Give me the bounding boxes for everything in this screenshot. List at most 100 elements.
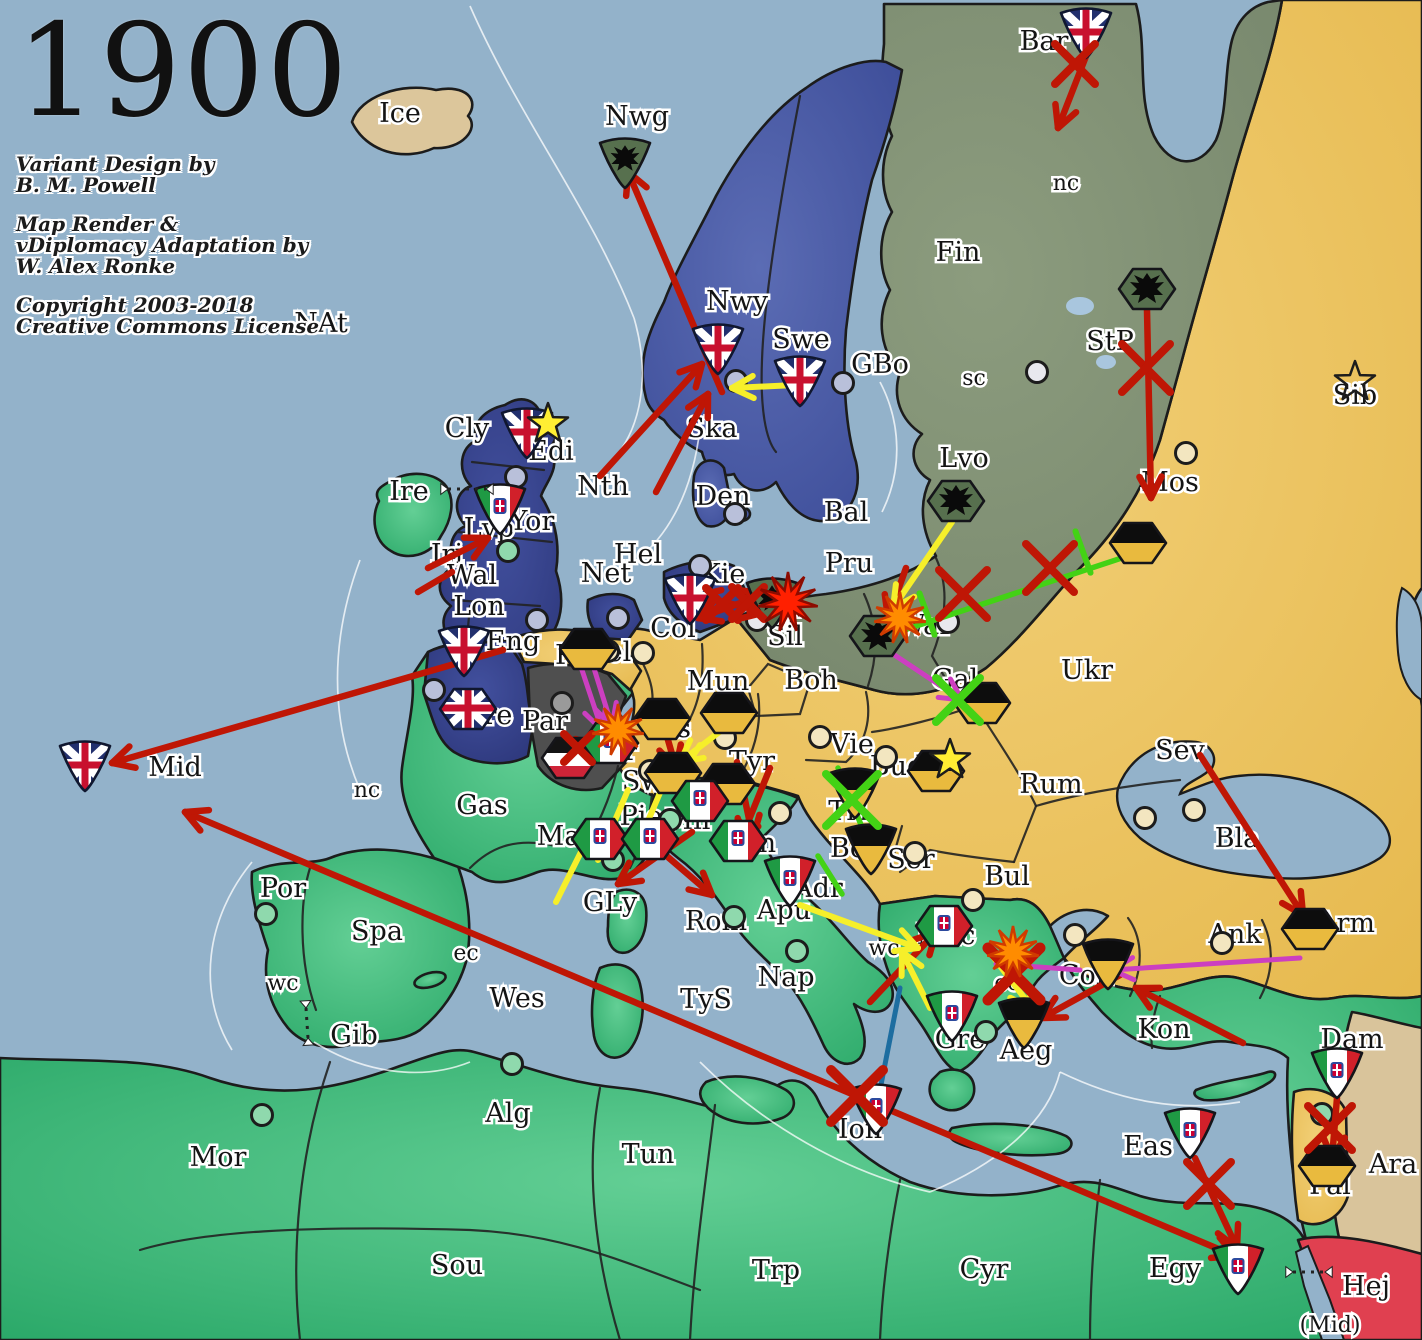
supply-center: [722, 905, 746, 929]
sea-black-sea: [1115, 740, 1392, 880]
credits-group: Copyright 2003-2018 Creative Commons Lice…: [16, 295, 350, 337]
order-arrow-blue: [875, 985, 903, 1103]
credit-line: Map Render &: [16, 212, 179, 236]
support-tick: [1072, 528, 1094, 576]
territory-label-Cyr: Cyr: [960, 1254, 1009, 1285]
supply-center: [1174, 441, 1198, 465]
failed-order-x: [932, 674, 984, 726]
territory-label-nc: nc: [1053, 171, 1080, 196]
unit-austria-army-Pic[interactable]: [558, 618, 618, 678]
failed-order-x: [1183, 1158, 1235, 1210]
territory-label-NAt: NAt: [294, 308, 348, 339]
unit-russia-army-StP[interactable]: [1117, 258, 1177, 318]
supply-center: [1210, 931, 1234, 955]
territory-label-Lvo: Lvo: [939, 443, 988, 474]
supply-center: [550, 691, 574, 715]
credit-line: Variant Design by: [16, 152, 215, 176]
land-corsica: [606, 888, 648, 955]
territory-label-Sib: Sib: [1333, 380, 1377, 411]
land-iceland: [350, 86, 474, 156]
land-north-africa: [0, 1048, 1342, 1340]
order-arrow-green: [815, 853, 845, 897]
explosion-burst: [873, 591, 927, 644]
land-peloponnese: [928, 1068, 976, 1112]
order-arrow-yellow: [898, 949, 933, 1011]
supply-center: [874, 745, 898, 769]
territory-label-GLy: GLy: [583, 887, 638, 918]
order-arrow-red: [652, 390, 712, 496]
land-iberia: [250, 848, 471, 1049]
territory-label-wc: wc: [267, 971, 298, 996]
land-cyprus: [1193, 1070, 1277, 1102]
failed-order-x: [560, 730, 596, 766]
failed-order-x: [1022, 540, 1078, 596]
unit-austria-army-Mos[interactable]: [1108, 512, 1168, 572]
territory-label-Mid: Mid: [148, 752, 202, 783]
territory-label-Gas: Gas: [456, 790, 508, 821]
territory-label-Mor: Mor: [190, 1142, 247, 1173]
unit-britain-fleet-Kie[interactable]: [660, 568, 720, 628]
territory-label-Bul: Bul: [984, 861, 1030, 892]
strait-arrowhead: [299, 999, 312, 1009]
order-arrow-green: [877, 545, 1155, 641]
supply-center: [768, 801, 792, 825]
failed-order-x: [1304, 1102, 1356, 1154]
supply-center: [723, 502, 747, 526]
supply-center: [1133, 806, 1157, 830]
failed-order-x: [935, 566, 991, 622]
territory-label-Hej: Hej: [1342, 1271, 1390, 1302]
territory-label-Ire: Ire: [389, 476, 429, 507]
supply-center: [903, 841, 927, 865]
territory-label-GBo: GBo: [851, 349, 909, 380]
order-arrow-red: [424, 534, 492, 572]
strait-arrowhead: [1324, 1265, 1333, 1279]
territory-label-Kon: Kon: [1137, 1014, 1190, 1045]
territory-label-Vie: Vie: [829, 729, 874, 760]
territory-label-Sou: Sou: [431, 1250, 483, 1281]
credit-line: Creative Commons License: [16, 314, 320, 338]
territory-label-Nwg: Nwg: [605, 101, 669, 132]
unit-russia-army-Lvo[interactable]: [926, 470, 986, 530]
territory-label-Den: Den: [695, 481, 750, 512]
supply-center: [500, 1052, 524, 1076]
land-ireland: [373, 472, 453, 558]
supply-center: [1182, 798, 1206, 822]
title-block: 1900 Variant Design by B. M. Powell Map Re…: [16, 8, 350, 355]
failed-order-x: [1118, 340, 1174, 396]
territory-label-nc: nc: [354, 778, 381, 803]
supply-center: [254, 902, 278, 926]
territory-label-Hel: Hel: [614, 539, 662, 570]
unit-austria-army-Mun[interactable]: [699, 682, 759, 742]
territory-label-Nwy: Nwy: [706, 286, 769, 317]
lake-ladoga: [1066, 297, 1094, 315]
failed-order-x: [728, 583, 768, 623]
sea-caspian: [1395, 586, 1422, 702]
supply-center: [606, 606, 630, 630]
territory-label-Por: Por: [260, 873, 306, 904]
strait-arrowhead: [485, 482, 494, 496]
unit-britain-fleet-Mid[interactable]: [55, 735, 115, 795]
failed-order-x: [1051, 40, 1099, 88]
territory-label-Boh: Boh: [784, 665, 838, 696]
territory-label-Lon: Lon: [453, 591, 505, 622]
unit-austria-army-Als[interactable]: [632, 688, 692, 748]
unit-austria-army-Arm[interactable]: [1280, 898, 1340, 958]
order-arrow-red: [596, 360, 706, 480]
supply-center: [961, 888, 985, 912]
territory-label-Egy: Egy: [1149, 1253, 1202, 1284]
territory-label-Alg: Alg: [484, 1098, 530, 1129]
territory-label-Wes: Wes: [489, 983, 544, 1014]
explosion-burst: [757, 571, 819, 632]
strait-arrowhead: [302, 1037, 315, 1047]
territory-label-Sev: Sev: [1155, 735, 1205, 766]
failed-order-x: [822, 770, 882, 830]
unit-britain-army-Bre[interactable]: [438, 678, 498, 738]
order-arrow-red: [108, 646, 507, 771]
lake-onega: [1096, 355, 1116, 369]
order-arrow-red: [658, 848, 716, 899]
outline-star: [1333, 359, 1377, 401]
territory-label-Wal: Wal: [447, 560, 497, 591]
